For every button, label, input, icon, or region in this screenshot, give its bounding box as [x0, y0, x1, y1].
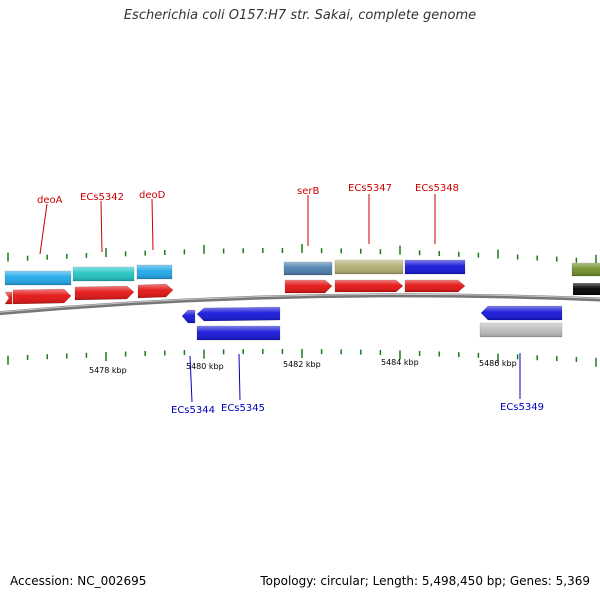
cds-arrow-deoD[interactable] — [137, 283, 174, 299]
scale-label-5484: 5484 kbp — [381, 358, 419, 367]
lower-tick-marks — [7, 348, 597, 367]
gene-label-ECs5344[interactable]: ECs5344 — [171, 405, 215, 416]
genome-backbone-highlight — [0, 293, 600, 313]
upper-tick-marks — [7, 244, 597, 264]
cds-arrow-next[interactable] — [573, 283, 600, 295]
feature-ECs5347[interactable] — [334, 259, 404, 275]
forward-gene-labels: deoA ECs5342 deoD serB ECs5347 ECs5348 — [37, 183, 459, 255]
leader-line — [189, 355, 193, 403]
cds-arrow-deoA[interactable] — [12, 288, 72, 305]
gene-label-ECs5347[interactable]: ECs5347 — [348, 183, 392, 194]
gene-label-serB[interactable]: serB — [297, 186, 319, 197]
feature-serB[interactable] — [283, 261, 333, 276]
cds-arrow-ECs5348[interactable] — [404, 279, 466, 293]
gene-label-deoA[interactable]: deoA — [37, 195, 63, 206]
feature-ECs5348[interactable] — [404, 259, 466, 275]
feature-deoD[interactable] — [136, 264, 173, 280]
feature-deoA[interactable] — [4, 270, 72, 286]
leader-line — [151, 198, 154, 251]
cds-arrow-ECs5344[interactable] — [181, 309, 196, 324]
cds-arrow-0[interactable] — [4, 291, 13, 305]
reverse-feature-track — [196, 322, 563, 341]
cds-arrow-ECs5342[interactable] — [74, 285, 135, 301]
forward-cds-track — [4, 279, 600, 305]
feature-next[interactable] — [571, 262, 600, 277]
gene-label-ECs5348[interactable]: ECs5348 — [415, 183, 459, 194]
scale-label-5480: 5480 kbp — [186, 362, 224, 371]
scale-label-5482: 5482 kbp — [283, 360, 321, 369]
scale-label-5486: 5486 kbp — [479, 359, 517, 368]
reverse-gene-labels: ECs5344 ECs5345 ECs5349 — [171, 353, 544, 416]
feature-ECs5342[interactable] — [72, 266, 135, 282]
reverse-cds-track — [181, 305, 563, 324]
cds-arrow-ECs5349[interactable] — [480, 305, 563, 321]
gene-label-deoD[interactable]: deoD — [139, 190, 166, 201]
map-title: Escherichia coli O157:H7 str. Sakai, com… — [123, 8, 477, 23]
topology-summary: Topology: circular; Length: 5,498,450 bp… — [260, 574, 590, 588]
feature-ECs5345[interactable] — [196, 325, 281, 341]
genome-backbone — [0, 293, 600, 316]
gene-label-ECs5349[interactable]: ECs5349 — [500, 402, 544, 413]
accession-label: Accession: NC_002695 — [10, 574, 147, 588]
leader-line — [100, 200, 103, 253]
cds-arrow-serB[interactable] — [284, 279, 333, 294]
cds-arrow-ECs5345[interactable] — [196, 306, 281, 322]
scale-label-5478: 5478 kbp — [89, 366, 127, 375]
cds-arrow-ECs5347[interactable] — [334, 279, 404, 293]
feature-ECs5349[interactable] — [479, 322, 563, 338]
gene-label-ECs5342[interactable]: ECs5342 — [80, 192, 124, 203]
leader-line — [39, 203, 48, 255]
scale-labels: 5478 kbp 5480 kbp 5482 kbp 5484 kbp 5486… — [89, 358, 517, 375]
leader-line — [238, 353, 241, 401]
gene-label-ECs5345[interactable]: ECs5345 — [221, 403, 265, 414]
